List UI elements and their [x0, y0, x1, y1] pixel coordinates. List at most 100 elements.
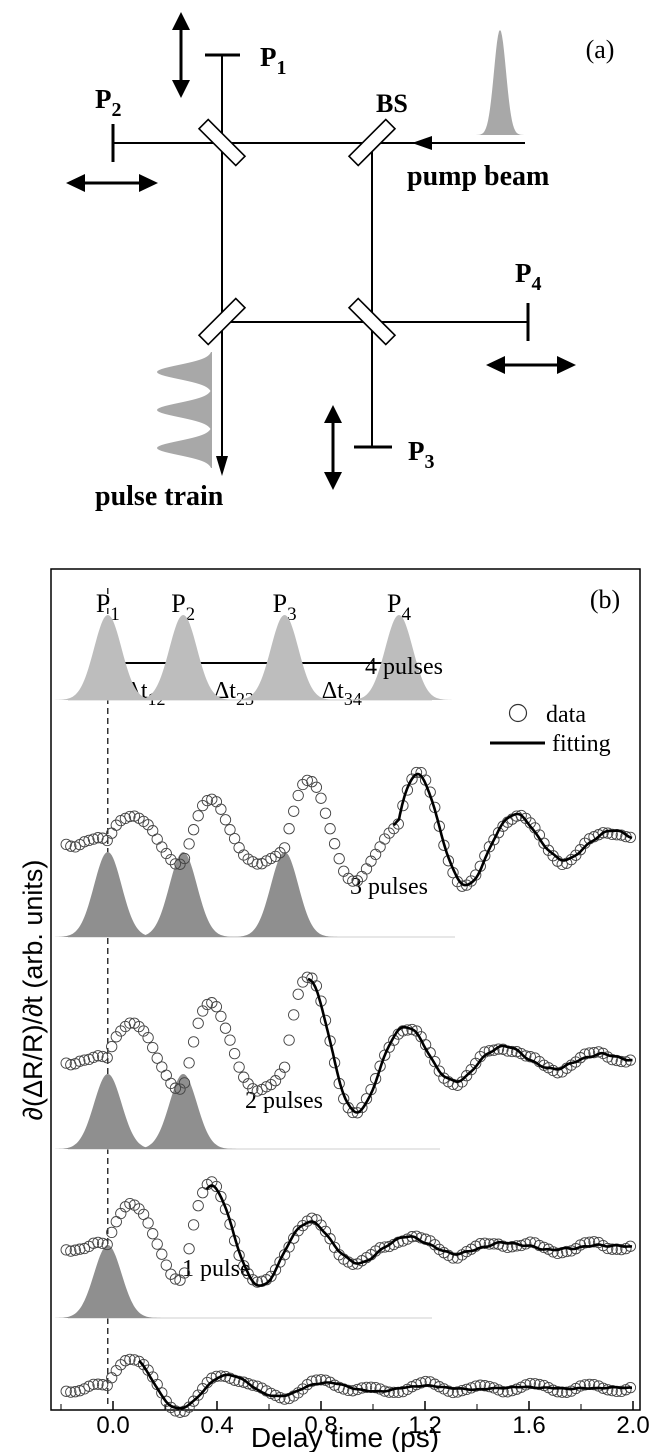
data-point: [187, 1036, 200, 1048]
data-point: [497, 1240, 509, 1252]
data-point: [110, 1216, 122, 1228]
data-point: [288, 805, 300, 817]
data-point: [147, 1041, 159, 1054]
data-point: [110, 1031, 122, 1043]
data-point: [315, 792, 327, 804]
data-point: [306, 1212, 318, 1224]
data-point: [292, 988, 304, 1000]
data-point: [197, 1383, 209, 1395]
data-point: [156, 841, 168, 853]
legend: data fitting: [490, 702, 611, 757]
data-point: [615, 1055, 627, 1068]
data-point: [324, 1233, 336, 1245]
data-point: [106, 1040, 118, 1053]
beam-splitter-4: [347, 297, 397, 346]
x-tick-label: 1.6: [512, 1412, 545, 1439]
x-axis-label: Delay time (ps): [251, 1422, 439, 1452]
data-point: [451, 1386, 464, 1398]
panel-b: (b) P1 P2 P3 P4 Δt12 Δt23 Δt34 4 pulses …: [18, 568, 650, 1452]
pulse-envelope: [206, 852, 363, 937]
data-point: [165, 853, 177, 866]
data-point: [206, 1176, 218, 1188]
pulse-envelope: [321, 615, 477, 700]
x-tick-label: 2.0: [616, 1412, 649, 1439]
data-point: [87, 1051, 100, 1064]
pump-pulse-shape: [476, 30, 524, 135]
data-point: [124, 1197, 136, 1210]
beam-splitter-3: [197, 297, 247, 346]
data-point: [488, 1044, 500, 1056]
data-point: [265, 1270, 277, 1283]
data-point: [151, 1238, 163, 1250]
data-point: [206, 997, 218, 1009]
data-point: [524, 1377, 536, 1390]
data-point: [92, 1050, 104, 1062]
data-point: [606, 1243, 618, 1255]
data-point: [242, 1268, 254, 1280]
data-point: [160, 1259, 172, 1271]
data-point: [242, 1378, 254, 1390]
data-point: [328, 838, 341, 850]
data-point: [520, 1050, 532, 1062]
data-point: [87, 833, 100, 845]
data-point: [410, 1025, 423, 1037]
data-point: [151, 1052, 163, 1064]
data-point: [606, 1384, 618, 1397]
data-point: [602, 1384, 614, 1396]
data-point: [297, 1383, 309, 1395]
data-point: [142, 1217, 154, 1229]
interval-label-23: Δt23: [214, 678, 254, 709]
panel-a-label: (a): [586, 35, 615, 64]
data-point: [96, 1050, 109, 1063]
pulse-envelope: [105, 1074, 262, 1149]
data-point: [520, 1379, 532, 1391]
data-point: [83, 834, 95, 847]
legend-data-marker: [508, 703, 528, 723]
pulse-train-shape: [157, 352, 212, 468]
data-point: [492, 1043, 505, 1055]
output-arrow-head: [216, 456, 228, 476]
data-point: [215, 803, 227, 815]
data-point: [520, 812, 532, 825]
panel-label-3-pulses: 3 pulses: [350, 874, 428, 900]
data-point: [347, 875, 359, 887]
data-point: [379, 833, 391, 845]
data-point: [87, 1237, 100, 1249]
mirror-label-p1: P1: [260, 42, 287, 79]
data-point: [228, 1047, 241, 1060]
data-point: [602, 1242, 614, 1255]
data-point: [551, 1067, 564, 1079]
data-point: [156, 1061, 168, 1073]
data-point: [147, 1228, 159, 1240]
translation-arrow-p3-icon: [324, 405, 342, 490]
data-point: [119, 1355, 132, 1367]
data-point: [156, 1248, 168, 1260]
data-point: [379, 1241, 391, 1253]
pulse-envelope: [29, 615, 186, 700]
data-point: [342, 1384, 354, 1397]
data-point: [115, 1359, 127, 1371]
data-point: [551, 1386, 564, 1398]
data-point: [124, 810, 136, 823]
data-point: [178, 1077, 191, 1089]
data-point: [551, 1247, 564, 1260]
data-point: [187, 824, 200, 836]
data-point: [174, 1083, 186, 1095]
data-point: [215, 1010, 227, 1023]
data-point: [506, 1241, 518, 1253]
data-point: [128, 1017, 141, 1029]
data-point: [606, 828, 618, 841]
data-point: [374, 841, 386, 853]
data-point: [233, 1061, 245, 1073]
data-point: [274, 1391, 286, 1404]
translation-arrow-p2-icon: [66, 174, 158, 192]
data-point: [310, 781, 323, 793]
data-point: [465, 875, 477, 887]
data-point: [283, 1034, 295, 1046]
data-point: [160, 1395, 172, 1407]
data-point: [224, 824, 236, 836]
data-point: [306, 1375, 318, 1387]
data-point: [110, 1364, 122, 1377]
data-point: [406, 773, 418, 785]
